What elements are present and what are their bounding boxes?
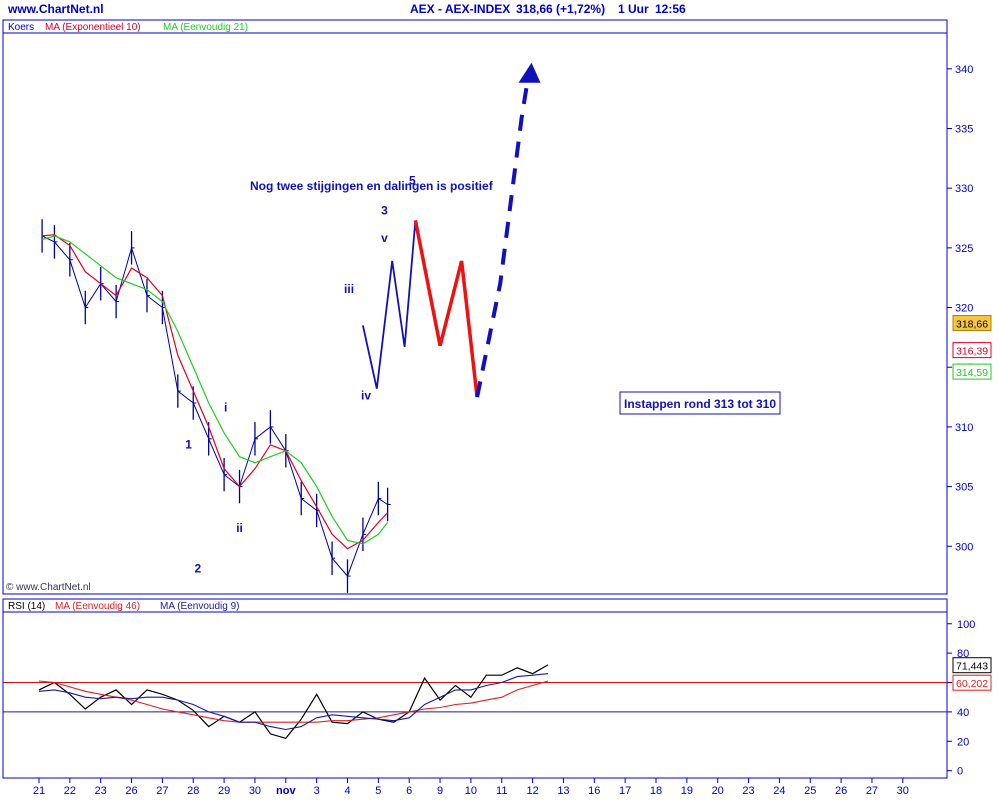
price-panel-frame (2, 19, 948, 595)
x-tick-label-15: 11 (496, 785, 507, 797)
copyright: © www.ChartNet.nl (6, 582, 91, 593)
x-tick-label-7: 30 (249, 785, 261, 797)
x-tick-label-10: 4 (344, 785, 350, 797)
wave-label-i: i (224, 400, 227, 414)
rsi-value-label-box (952, 657, 992, 674)
x-tick-label-25: 25 (804, 785, 816, 797)
x-tick-label-4: 27 (156, 785, 168, 797)
price-y-axis: 300305310315320325330335340 (947, 64, 973, 553)
legend-rsi-ma46: MA (Eenvoudig 46) (55, 601, 140, 612)
rsi-line (38, 664, 549, 739)
price-y-tick-label-6: 330 (955, 183, 973, 195)
x-tick-label-3: 26 (125, 785, 137, 797)
x-tick-label-28: 30 (897, 785, 909, 797)
x-tick-label-13: 9 (437, 785, 443, 797)
value-boxes: 318,66 316,39 314,59 71,443 60,202 (952, 315, 992, 691)
x-tick-label-22: 20 (712, 785, 724, 797)
site-name[interactable]: www.ChartNet.nl (7, 2, 104, 16)
legend-price-sma21: MA (Eenvoudig 21) (163, 22, 248, 33)
price-y-tick-label-4: 320 (955, 303, 973, 315)
sma-value-label: 314,59 (956, 367, 988, 379)
projection-blue-dashed (475, 68, 532, 398)
x-tick-label-23: 23 (742, 785, 754, 797)
rsi-y-tick-label-0: 0 (957, 766, 963, 778)
projection-lines (362, 62, 541, 398)
x-tick-label-18: 16 (588, 785, 600, 797)
x-tick-label-27: 27 (866, 785, 878, 797)
x-tick-label-19: 17 (619, 785, 631, 797)
projection-arrowhead (518, 62, 541, 83)
x-tick-label-16: 12 (526, 785, 538, 797)
x-tick-label-17: 13 (557, 785, 569, 797)
x-tick-label-8: nov (276, 785, 296, 797)
rsi-ma9-line (38, 673, 549, 731)
chart-time: 12:56 (655, 2, 686, 16)
x-tick-label-20: 18 (650, 785, 662, 797)
x-tick-label-6: 29 (218, 785, 230, 797)
price-plot (41, 219, 391, 593)
series-koers-line (41, 235, 388, 578)
price-y-tick-label-1: 305 (955, 482, 973, 494)
instrument-quote: 318,66 (+1,72%) (516, 2, 605, 16)
entry-note-box (619, 391, 781, 415)
ema-value-label-box (952, 342, 992, 359)
rsi-y-tick-label-5: 100 (957, 619, 975, 631)
ema-value-label: 316,39 (956, 346, 988, 358)
series-ema10-line (42, 234, 389, 550)
x-tick-label-5: 28 (187, 785, 199, 797)
projection-red (413, 220, 479, 398)
rsi-y-tick-label-2: 40 (957, 707, 969, 719)
wave-label-2: 2 (195, 562, 202, 576)
projection-blue-zigzag (362, 220, 417, 389)
rsi-ma46-value-label-box (952, 674, 992, 691)
wave-label-v: v (381, 231, 388, 245)
wave-label-3: 3 (381, 203, 388, 217)
x-tick-label-26: 26 (835, 785, 847, 797)
x-tick-label-9: 3 (314, 785, 320, 797)
x-tick-label-11: 5 (375, 785, 381, 797)
x-tick-label-1: 22 (64, 785, 76, 797)
x-tick-label-12: 6 (406, 785, 412, 797)
wave-label-ii: ii (236, 521, 243, 535)
price-y-tick-label-0: 300 (955, 541, 973, 553)
wave-label-5: 5 (409, 174, 416, 188)
headline-annotation: Nog twee stijgingen en dalingen is posit… (250, 179, 494, 193)
rsi-y-tick-label-4: 80 (957, 648, 969, 660)
price-y-tick-label-5: 325 (955, 243, 973, 255)
wave-label-1: 1 (185, 437, 192, 451)
legend-price-koers: Koers (8, 22, 34, 33)
last-price-label-box (952, 315, 992, 332)
legend-rsi-ma9: MA (Eenvoudig 9) (160, 601, 240, 612)
chart-interval: 1 Uur (618, 2, 649, 16)
rsi-ma46-line (38, 680, 549, 723)
rsi-ma46-value-label: 60,202 (956, 678, 988, 690)
price-y-tick-label-8: 340 (955, 64, 973, 76)
x-tick-label-0: 21 (33, 785, 45, 797)
sma-value-label-box (952, 363, 992, 380)
x-tick-label-2: 23 (95, 785, 107, 797)
legend-rsi: RSI (14) (8, 601, 45, 612)
rsi-plot (38, 664, 549, 739)
price-y-tick-label-2: 310 (955, 422, 973, 434)
rsi-value-label: 71,443 (956, 661, 988, 673)
x-axis: 21 22 23 26 27 28 29 30 nov 3 4 5 6 9 10 11 12 13 16 17 18 19… (33, 778, 909, 797)
rsi-y-tick-label-1: 20 (957, 736, 969, 748)
wave-label-iv: iv (361, 388, 371, 402)
wave-label-iii: iii (344, 282, 354, 296)
last-price-label: 318,66 (956, 319, 988, 331)
legend-price-ema10: MA (Exponentieel 10) (45, 22, 141, 33)
x-tick-label-21: 19 (681, 785, 693, 797)
series-sma21-line (41, 235, 389, 545)
x-tick-label-14: 10 (465, 785, 477, 797)
entry-note: Instappen rond 313 tot 310 (624, 397, 776, 411)
instrument-title: AEX - AEX-INDEX (410, 2, 510, 16)
price-y-tick-label-7: 335 (955, 123, 973, 135)
x-tick-label-24: 24 (773, 785, 785, 797)
